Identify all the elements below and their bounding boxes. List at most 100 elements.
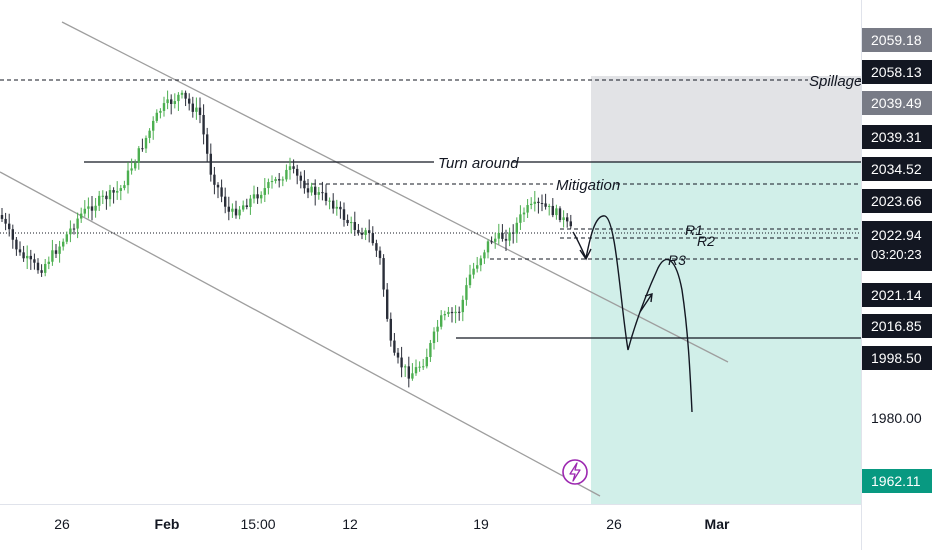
candle-body: [454, 311, 457, 314]
candle-body: [90, 206, 94, 211]
price-label-1998-50: 1998.50: [862, 346, 932, 370]
candle-body: [202, 114, 205, 135]
candle-body: [134, 162, 137, 169]
channel-lower-line[interactable]: [0, 171, 601, 497]
candle-body: [278, 179, 281, 181]
time-label-1500: 15:00: [240, 516, 276, 532]
arrow-head-down: [579, 248, 592, 261]
candle-body: [461, 299, 464, 313]
take-profit-zone[interactable]: [591, 162, 862, 504]
candle-body: [526, 205, 529, 213]
candle-body: [486, 241, 490, 253]
candle-body: [321, 192, 324, 194]
candle-body: [170, 99, 173, 104]
candle-body: [195, 107, 198, 112]
candle-body: [220, 187, 223, 197]
candle-body: [468, 274, 472, 286]
candle-body: [335, 206, 338, 209]
candle-body: [342, 209, 346, 220]
candle-body: [159, 110, 162, 113]
candle-body: [234, 208, 238, 216]
price-label-2039-31: 2039.31: [862, 125, 932, 149]
arrow-up-line: [639, 293, 653, 313]
candle-body: [328, 200, 331, 202]
candle-body: [425, 357, 428, 367]
candle-body: [504, 238, 508, 241]
candle-body: [479, 258, 482, 266]
candle-body: [224, 196, 227, 207]
candle-body: [566, 217, 569, 222]
r2-label: R2: [697, 233, 715, 249]
current-price-label: 2022.94 03:20:23: [862, 221, 932, 271]
candle-body: [274, 179, 277, 182]
candle-body: [382, 258, 385, 290]
candle-body: [191, 103, 194, 112]
candle-body: [238, 209, 241, 216]
candle-body: [530, 203, 533, 206]
candle-body: [396, 352, 400, 358]
candle-body: [166, 99, 169, 104]
candle-body: [476, 265, 479, 269]
candle-body: [36, 262, 40, 271]
candle-body: [263, 188, 266, 195]
candle-body: [112, 190, 115, 193]
candle-body: [141, 148, 144, 150]
candle-body: [94, 205, 97, 211]
candle-body: [72, 228, 76, 230]
candle-body: [303, 180, 306, 189]
candle-body: [537, 201, 540, 204]
candle-body: [33, 259, 36, 263]
current-price-value: 2022.94: [871, 227, 922, 243]
price-label-2023-66: 2023.66: [862, 189, 932, 213]
candle-body: [51, 250, 54, 262]
candle-body: [47, 261, 50, 264]
candle-body: [11, 229, 14, 240]
candle-body: [292, 166, 295, 169]
stop-loss-zone[interactable]: [591, 76, 862, 162]
time-label-12: 12: [342, 516, 358, 532]
candle-body: [285, 169, 288, 180]
lightning-icon[interactable]: [562, 459, 588, 485]
candle-body: [332, 200, 335, 209]
candle-body: [400, 357, 403, 368]
candle-body: [443, 314, 446, 316]
candle-body: [260, 194, 263, 199]
candle-body: [310, 186, 313, 193]
candle-body: [4, 218, 7, 224]
candle-body: [267, 182, 270, 189]
candle-body: [15, 239, 18, 250]
projected-path[interactable]: [572, 215, 693, 413]
candle-body: [116, 190, 119, 193]
candle-body: [360, 232, 364, 235]
candle-body: [80, 213, 83, 219]
candle-body: [411, 373, 414, 379]
candle-body: [497, 232, 500, 239]
candle-body: [422, 366, 425, 368]
candle-body: [252, 194, 256, 199]
candle-body: [216, 184, 220, 188]
candle-body: [177, 94, 180, 102]
candle-body: [418, 366, 421, 368]
candle-body: [562, 217, 565, 220]
candle-body: [299, 175, 302, 181]
candle-body: [83, 208, 86, 214]
candle-body: [432, 331, 436, 344]
candle-body: [62, 241, 65, 247]
candle-body: [569, 221, 572, 227]
candle-body: [494, 238, 497, 242]
channel-upper-line[interactable]: [61, 21, 729, 363]
spillage-label: Spillage: [809, 73, 862, 90]
time-label-feb: Feb: [154, 516, 180, 532]
candle-body: [231, 208, 234, 212]
candle-body: [515, 222, 518, 234]
candle-body: [558, 208, 562, 220]
time-axis[interactable]: [0, 504, 862, 551]
turn-around-label: Turn around: [438, 155, 519, 172]
candle-body: [22, 252, 25, 259]
candle-body: [551, 205, 554, 216]
candle-body: [393, 340, 396, 353]
candle-body: [450, 311, 454, 314]
candle-body: [296, 168, 299, 176]
candle-body: [126, 170, 130, 186]
